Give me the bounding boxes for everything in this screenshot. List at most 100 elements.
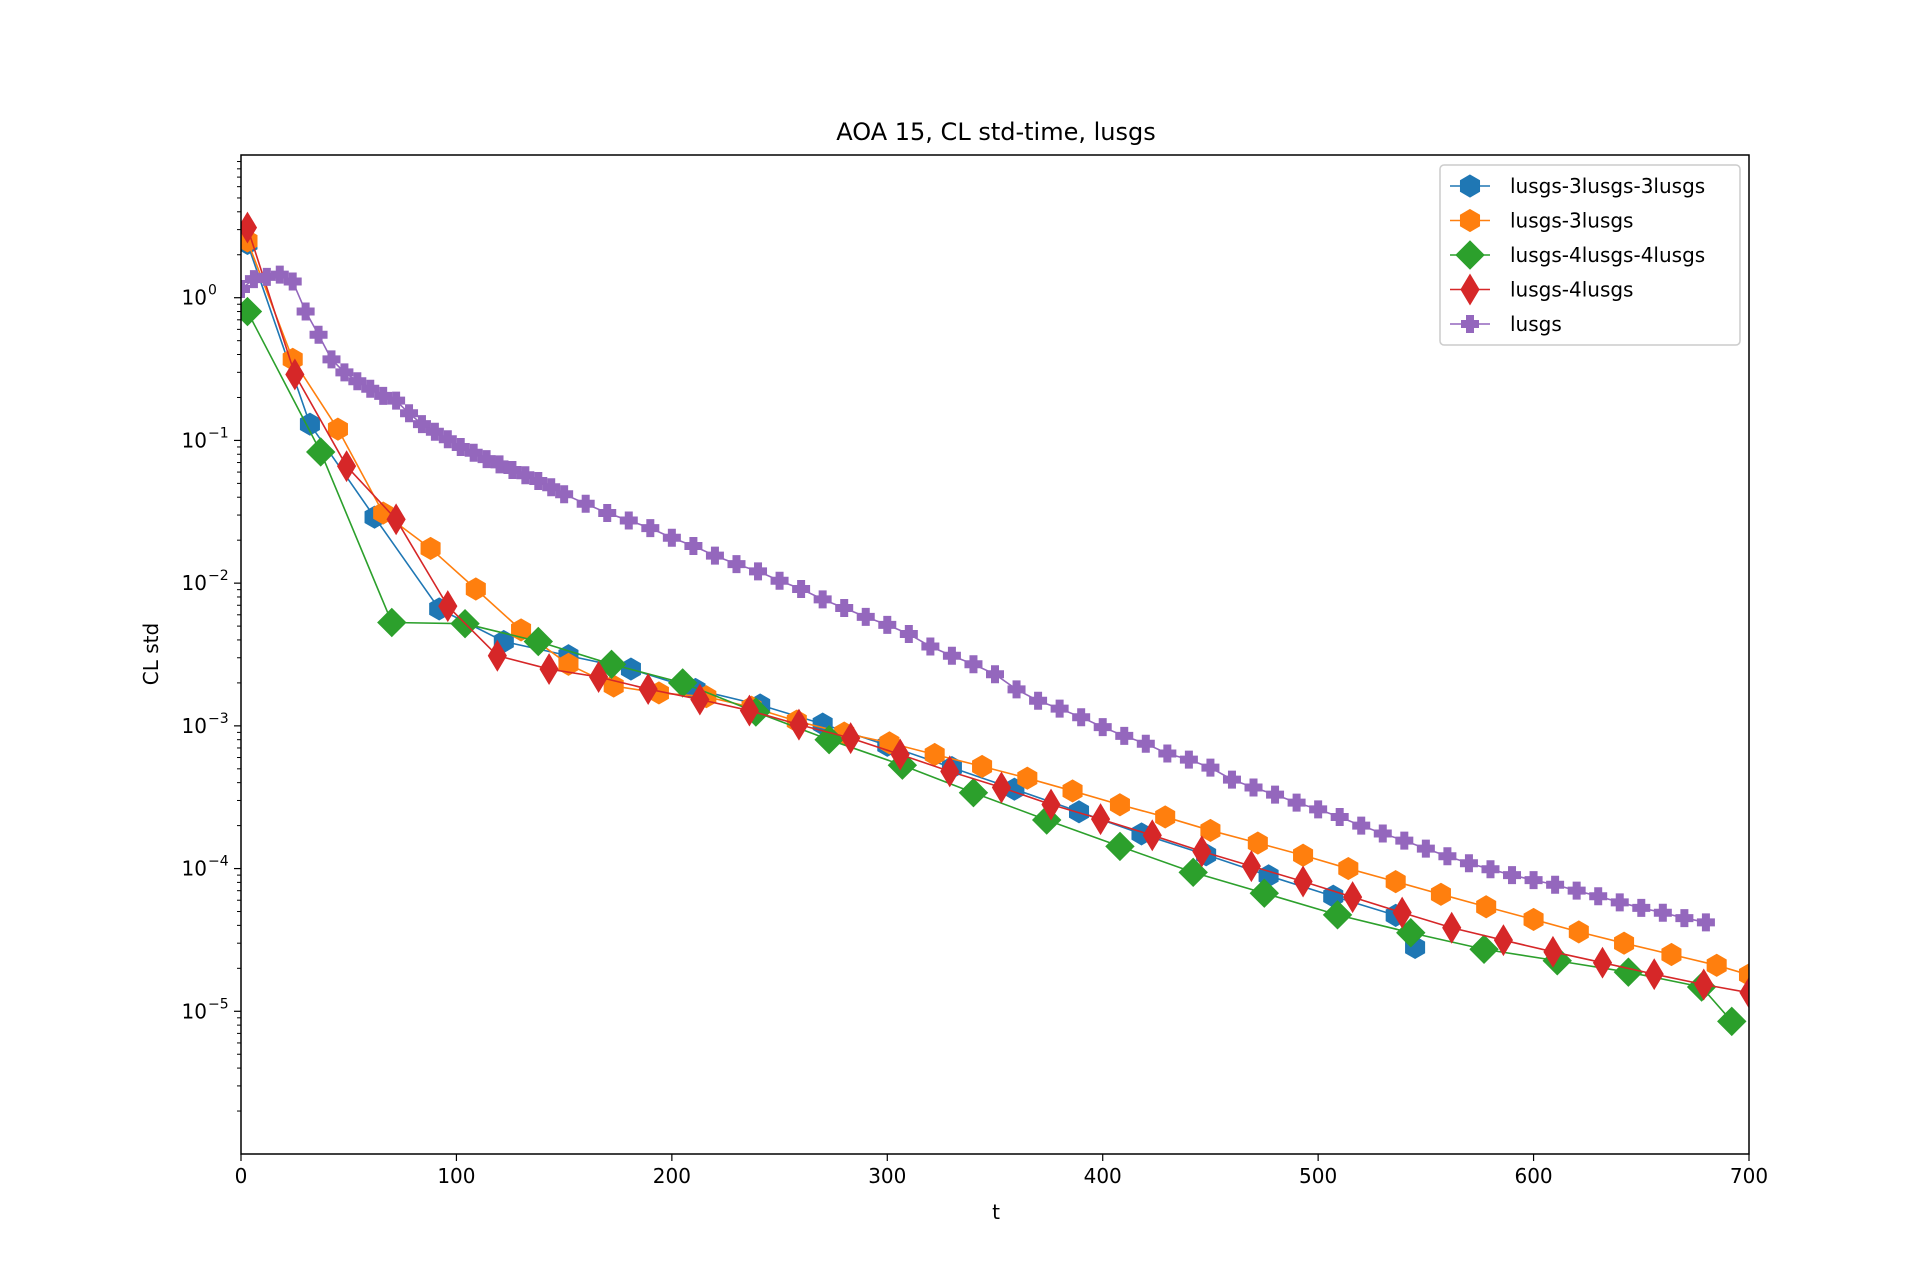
- data-point-lusgs: [1158, 744, 1177, 763]
- data-point-lusgs-4lusgs: [539, 653, 559, 686]
- data-point-lusgs: [1309, 800, 1328, 819]
- data-point-lusgs-4lusgs: [739, 694, 759, 727]
- legend-swatch-marker: [1459, 208, 1481, 233]
- legend-item-lusgs: lusgs: [1450, 312, 1562, 336]
- data-point-lusgs-3lusgs: [1523, 907, 1544, 932]
- legend-item-lusgs-4lusgs: lusgs-4lusgs: [1450, 273, 1633, 306]
- x-axis-title: t: [992, 1200, 1000, 1224]
- data-point-lusgs-4lusgs: [1739, 976, 1749, 1009]
- legend-swatch-marker: [1459, 174, 1481, 198]
- data-point-lusgs: [542, 478, 561, 497]
- data-point-lusgs: [1352, 816, 1371, 835]
- data-point-lusgs-3lusgs: [1568, 920, 1589, 944]
- data-point-lusgs-3lusgs: [972, 754, 993, 778]
- data-point-lusgs: [1007, 680, 1026, 699]
- data-point-lusgs-4lusgs: [1644, 958, 1664, 991]
- legend-label: lusgs-3lusgs: [1510, 209, 1633, 233]
- data-point-lusgs-3lusgs: [1017, 766, 1038, 790]
- data-point-lusgs-4lusgs: [690, 683, 710, 716]
- data-point-lusgs: [1481, 860, 1500, 879]
- legend-item-lusgs-3lusgs-3lusgs: lusgs-3lusgs-3lusgs: [1450, 174, 1705, 198]
- x-tick-label: 100: [437, 1164, 475, 1188]
- data-point-lusgs-3lusgs: [879, 731, 900, 755]
- data-point-lusgs: [348, 372, 367, 391]
- legend: lusgs-3lusgs-3lusgs lusgs-3lusgs lusgs-4lu…: [1439, 164, 1741, 346]
- data-point-lusgs-4lusgs-4lusgs: [1322, 900, 1353, 930]
- data-point-lusgs: [1050, 699, 1069, 718]
- legend-swatch-marker: [1460, 273, 1480, 306]
- data-point-lusgs: [1610, 893, 1629, 912]
- x-tick-label: 700: [1730, 1164, 1768, 1188]
- data-point-lusgs: [598, 504, 617, 523]
- legend-swatch-marker: [1461, 315, 1479, 333]
- data-point-lusgs: [1029, 691, 1048, 710]
- data-point-lusgs: [244, 270, 263, 289]
- data-point-lusgs: [438, 430, 457, 449]
- data-point-lusgs-3lusgs-3lusgs: [1068, 800, 1090, 824]
- data-point-lusgs: [813, 590, 832, 609]
- y-tick-exponent: −4: [208, 854, 229, 870]
- data-point-lusgs: [503, 461, 522, 480]
- x-tick-label: 0: [235, 1164, 248, 1188]
- data-point-lusgs: [425, 422, 444, 441]
- data-point-lusgs: [451, 437, 470, 456]
- data-point-lusgs: [270, 265, 289, 284]
- data-point-lusgs: [477, 450, 496, 469]
- data-point-lusgs: [1244, 778, 1263, 797]
- data-point-lusgs: [464, 443, 483, 462]
- data-point-lusgs-4lusgs-4lusgs: [377, 607, 407, 638]
- data-point-lusgs-4lusgs: [1493, 924, 1513, 957]
- x-tick-label: 200: [653, 1164, 691, 1188]
- data-point-lusgs-4lusgs: [1142, 819, 1162, 852]
- data-point-lusgs-4lusgs-4lusgs: [523, 626, 553, 657]
- data-point-lusgs: [283, 272, 302, 291]
- data-point-lusgs: [387, 391, 406, 410]
- data-point-lusgs-4lusgs-4lusgs: [1249, 878, 1279, 908]
- series-layer: [241, 211, 1749, 1037]
- data-point-lusgs: [1632, 898, 1651, 917]
- data-point-lusgs: [490, 455, 509, 474]
- data-point-lusgs: [641, 519, 660, 538]
- data-point-lusgs: [529, 471, 548, 490]
- data-point-lusgs-4lusgs-4lusgs: [1178, 857, 1208, 888]
- data-point-lusgs-4lusgs-4lusgs: [306, 437, 336, 467]
- data-point-lusgs: [727, 555, 746, 574]
- y-tick-exponent: −5: [208, 996, 229, 1012]
- data-point-lusgs: [412, 415, 431, 434]
- x-tick-label: 600: [1514, 1164, 1552, 1188]
- y-axis-title: CL std: [139, 623, 163, 685]
- data-point-lusgs-3lusgs: [1430, 882, 1451, 906]
- y-tick-exponent: 0: [208, 283, 217, 299]
- data-point-lusgs: [1072, 708, 1091, 727]
- data-point-lusgs-4lusgs: [841, 722, 861, 755]
- legend-label: lusgs-4lusgs-4lusgs: [1510, 243, 1705, 267]
- y-tick-exponent: −3: [208, 711, 229, 727]
- data-point-lusgs: [619, 511, 638, 530]
- data-point-lusgs: [1115, 726, 1134, 745]
- data-point-lusgs-3lusgs: [465, 577, 486, 601]
- data-point-lusgs: [1589, 887, 1608, 906]
- x-tick-label: 300: [868, 1164, 906, 1188]
- data-point-lusgs: [516, 466, 535, 485]
- data-point-lusgs: [899, 625, 918, 644]
- y-tick-label: 10: [182, 428, 207, 452]
- data-point-lusgs: [749, 562, 768, 581]
- data-point-lusgs-4lusgs-4lusgs: [1469, 934, 1499, 964]
- y-tick-label: 10: [182, 571, 207, 595]
- data-point-lusgs: [921, 637, 940, 656]
- data-point-lusgs: [361, 379, 380, 398]
- data-point-lusgs: [705, 546, 724, 565]
- data-point-lusgs: [662, 528, 681, 547]
- data-point-lusgs-4lusgs: [789, 708, 809, 741]
- data-point-lusgs-4lusgs: [438, 590, 458, 623]
- data-point-lusgs-4lusgs: [991, 771, 1012, 804]
- data-point-lusgs: [1222, 770, 1241, 789]
- data-point-lusgs-3lusgs: [1338, 856, 1359, 881]
- data-point-lusgs: [1503, 866, 1522, 885]
- data-point-lusgs: [257, 267, 276, 286]
- data-point-lusgs-4lusgs: [638, 673, 658, 706]
- data-point-lusgs: [576, 494, 595, 513]
- data-point-lusgs: [964, 655, 983, 674]
